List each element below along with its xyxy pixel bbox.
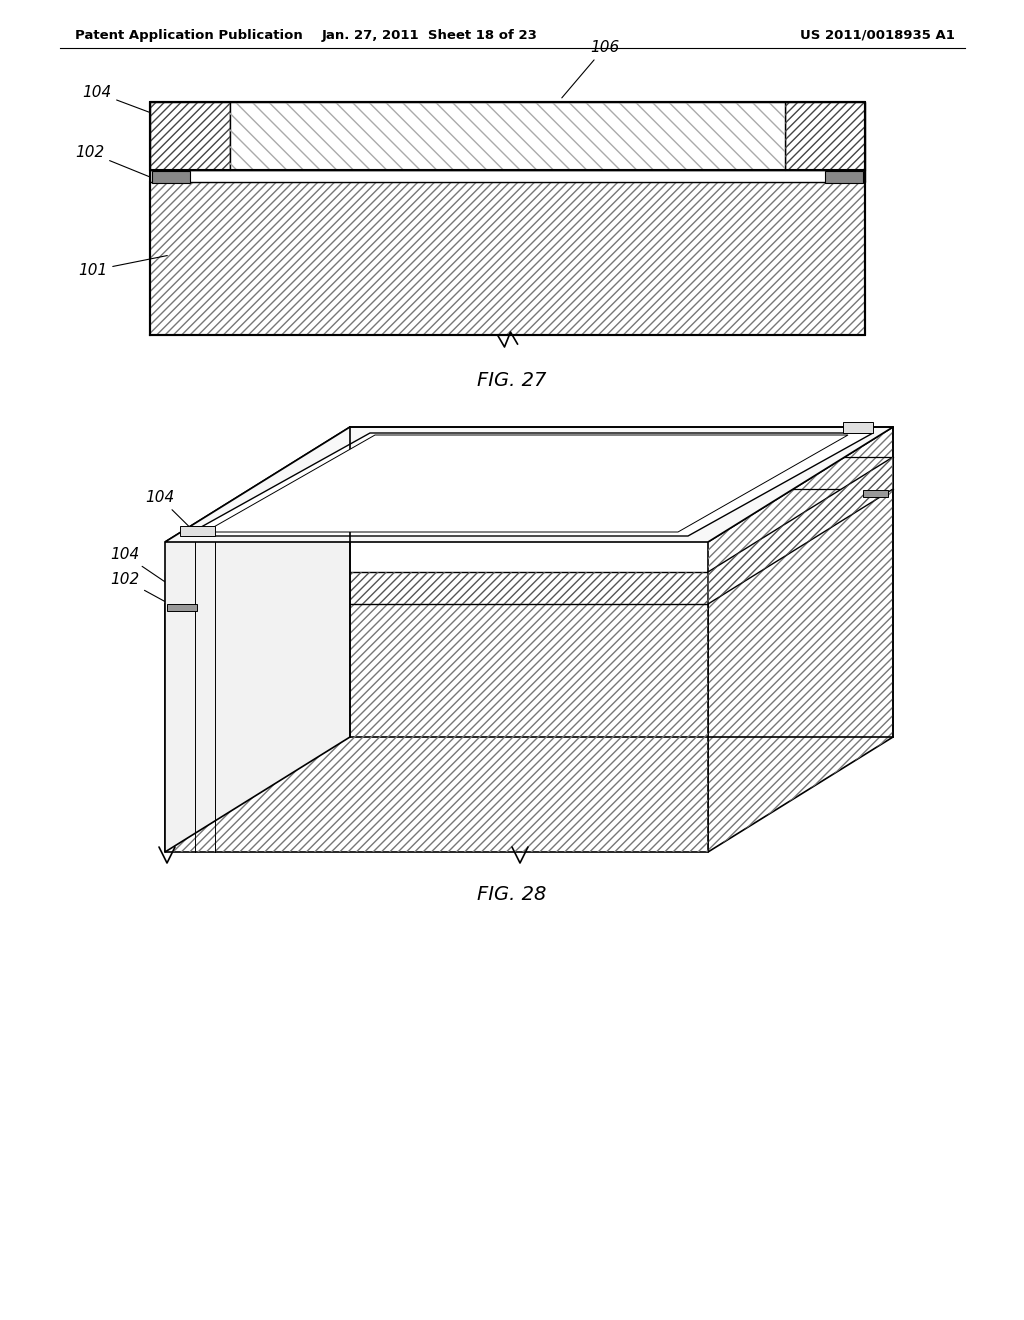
Text: 106: 106 [395, 445, 449, 502]
Bar [152, 172, 190, 183]
Text: 104: 104 [82, 84, 167, 119]
Polygon shape [180, 525, 215, 536]
Bar [150, 170, 865, 182]
Bar [150, 102, 230, 170]
Text: FIG. 28: FIG. 28 [477, 886, 547, 904]
Polygon shape [165, 605, 708, 851]
Bar [230, 102, 785, 170]
Polygon shape [205, 436, 848, 532]
Bar [150, 182, 865, 335]
Text: US 2011/0018935 A1: US 2011/0018935 A1 [800, 29, 954, 41]
Bar [230, 102, 785, 170]
Bar [167, 605, 197, 611]
Bar [150, 102, 230, 170]
Text: 102: 102 [75, 145, 153, 178]
Text: 101: 101 [78, 256, 167, 279]
Text: Patent Application Publication: Patent Application Publication [75, 29, 303, 41]
Bar [150, 102, 865, 170]
Polygon shape [708, 426, 893, 851]
Polygon shape [843, 422, 873, 433]
Polygon shape [165, 426, 893, 543]
Polygon shape [185, 433, 873, 536]
Polygon shape [165, 572, 708, 605]
Polygon shape [708, 457, 893, 605]
Bar [785, 102, 865, 170]
Text: Jan. 27, 2011  Sheet 18 of 23: Jan. 27, 2011 Sheet 18 of 23 [323, 29, 538, 41]
Bar [785, 102, 865, 170]
Text: 106: 106 [562, 40, 620, 98]
Text: 102: 102 [110, 572, 173, 606]
Text: 104: 104 [110, 546, 178, 590]
Bar [825, 172, 863, 183]
Bar [150, 182, 865, 335]
Polygon shape [165, 426, 350, 851]
Bar [863, 490, 888, 498]
Text: 104: 104 [145, 490, 223, 560]
Text: FIG. 27: FIG. 27 [477, 371, 547, 389]
